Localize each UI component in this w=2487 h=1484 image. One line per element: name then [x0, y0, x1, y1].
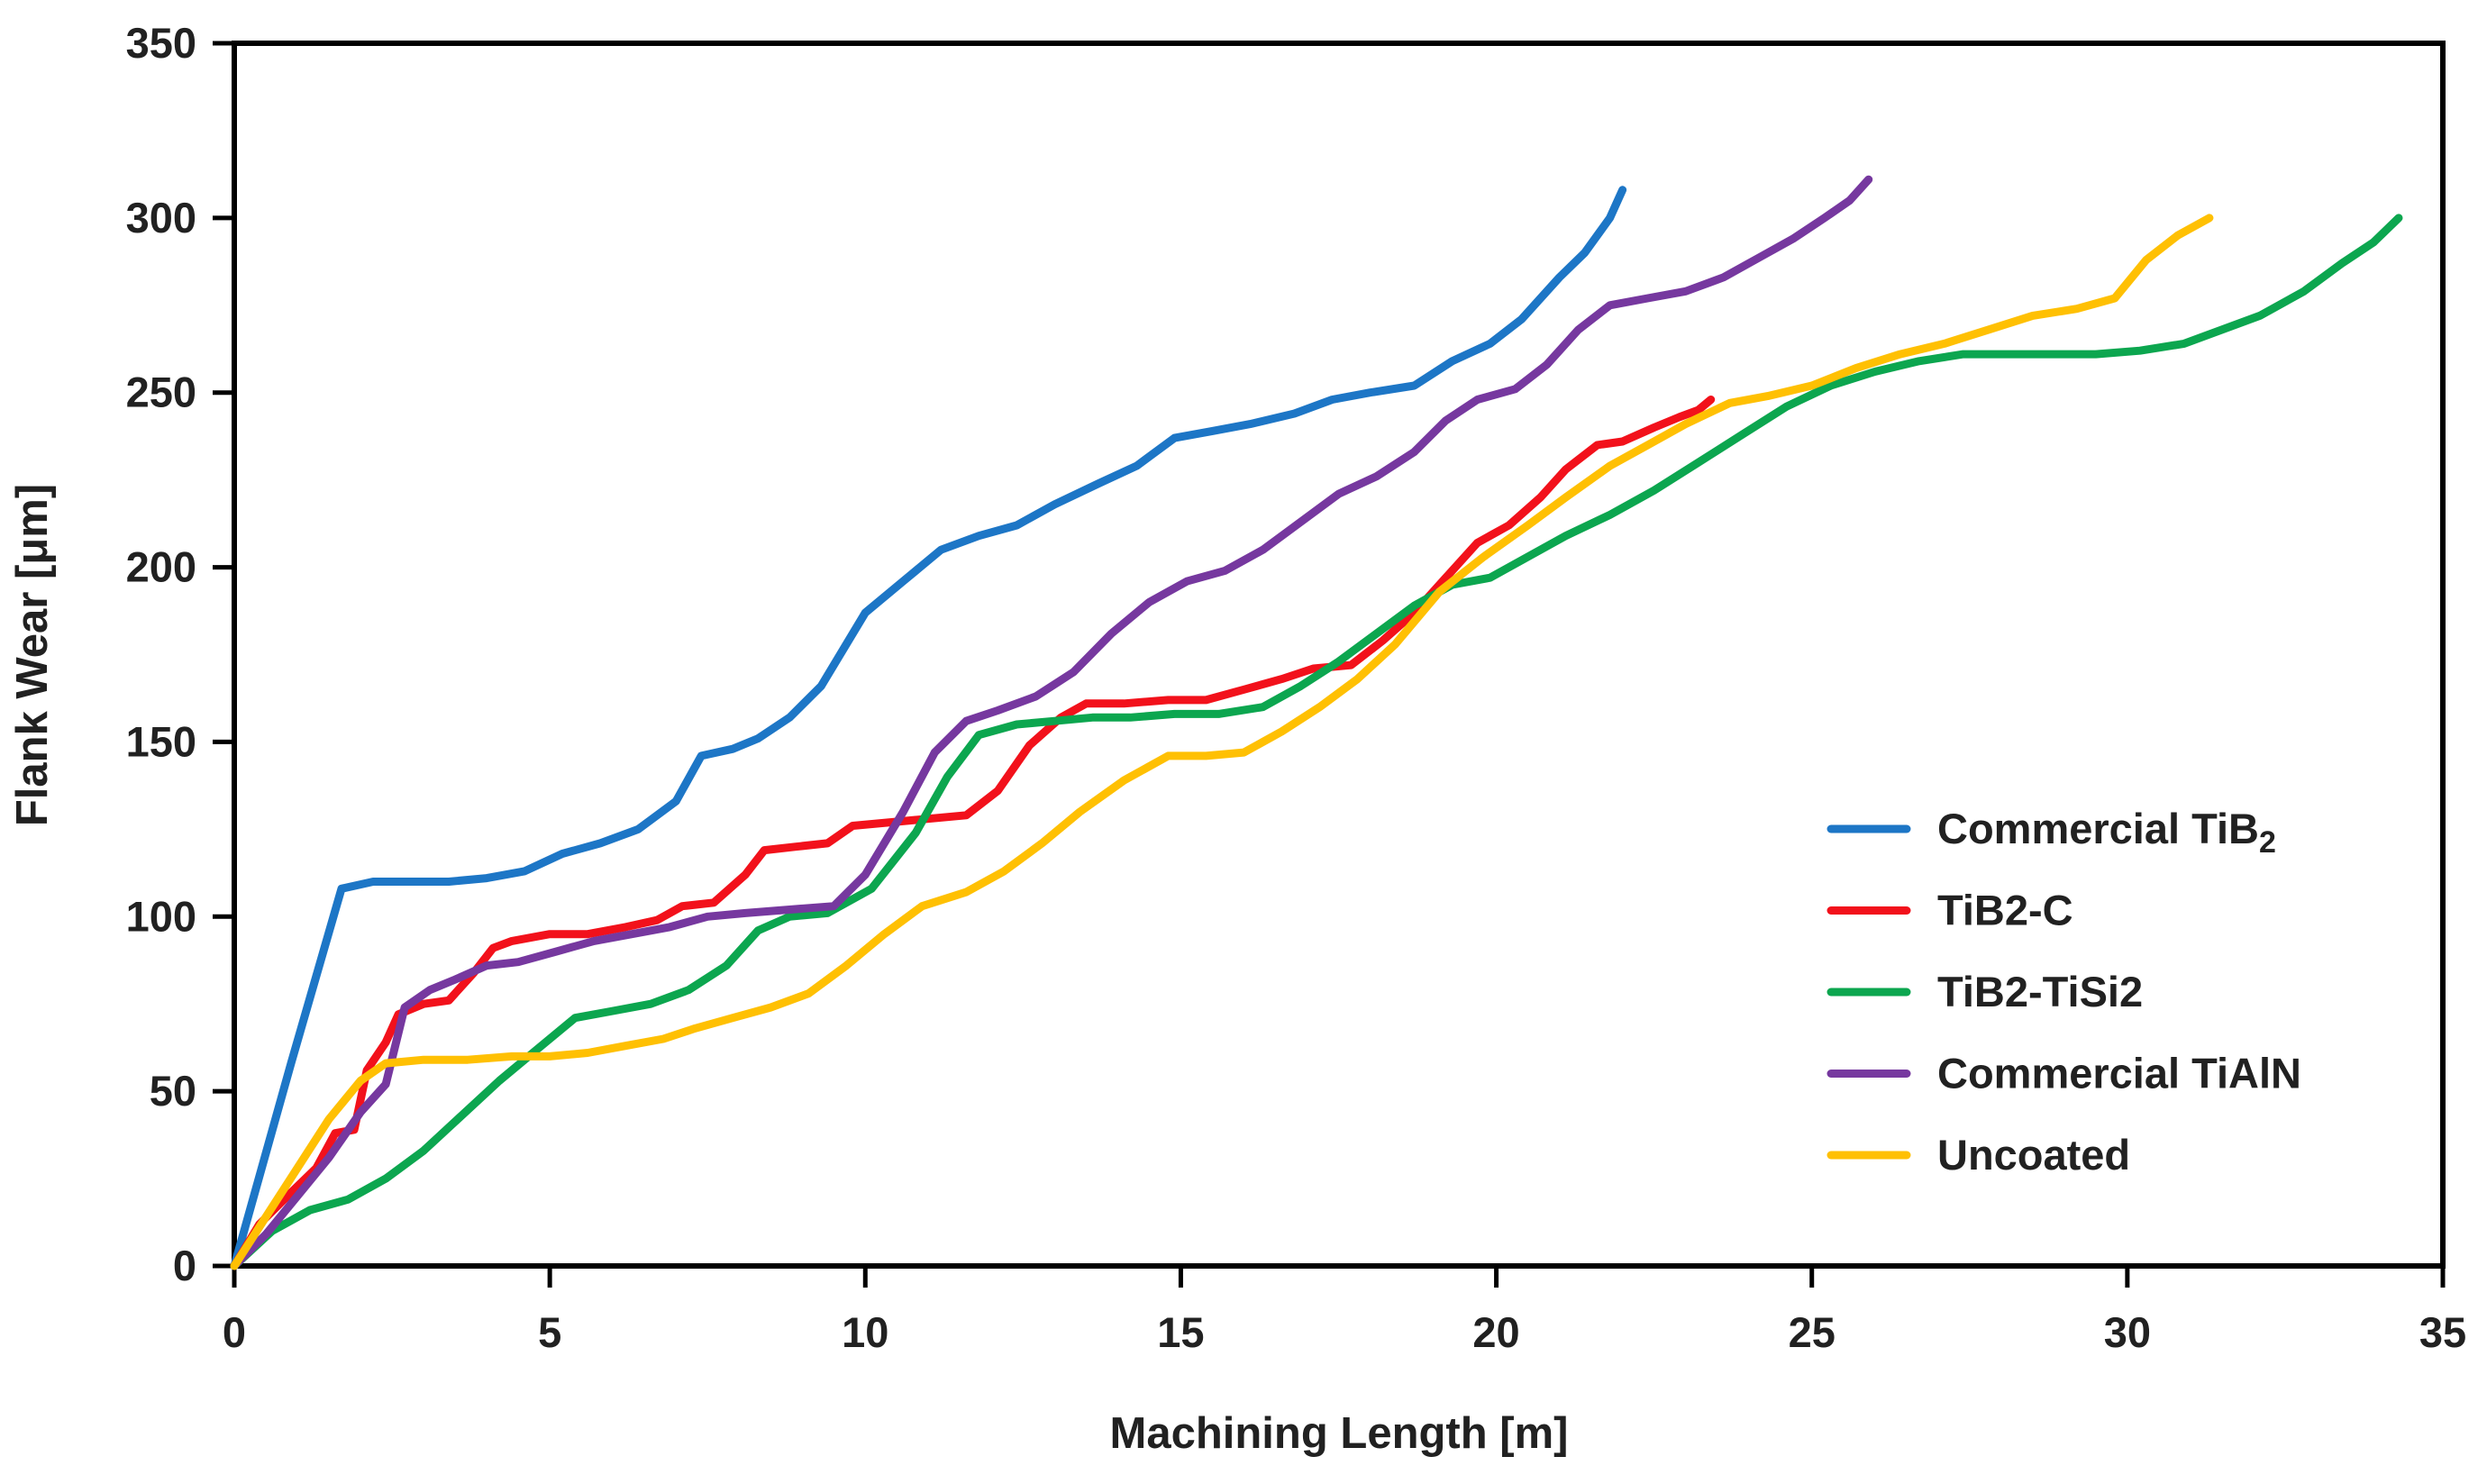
legend-item-tib2-c: TiB2-C — [1827, 887, 2073, 934]
y-tick-label: 100 — [126, 892, 196, 940]
legend-label: TiB2-TiSi2 — [1937, 968, 2143, 1015]
y-axis-title: Flank Wear [μm] — [8, 484, 57, 826]
x-axis-title: Machining Length [m] — [1110, 1409, 1569, 1458]
y-tick-label: 250 — [126, 369, 196, 416]
y-axis: 0 50 100 150 200 250 300 350 — [126, 19, 234, 1289]
series-line-commercial-tib2 — [230, 186, 1627, 1270]
x-tick-label: 10 — [842, 1308, 888, 1356]
legend-label-subscript: 2 — [2259, 825, 2276, 860]
series-line-commercial-tialn — [230, 175, 1873, 1270]
x-tick-label: 5 — [538, 1308, 561, 1356]
legend-label: Commercial TiAlN — [1937, 1050, 2301, 1097]
legend: Commercial TiB2 TiB2-C TiB2-TiSi2 Commercia… — [1827, 805, 2301, 1179]
y-tick-label: 0 — [173, 1242, 196, 1289]
y-tick-label: 150 — [126, 717, 196, 765]
legend-item-commercial-tib2: Commercial TiB2 — [1827, 805, 2276, 860]
legend-label: Commercial TiB2 — [1937, 805, 2276, 860]
series-line-uncoated — [230, 214, 2214, 1270]
series-line-tib2-tisi2 — [230, 214, 2403, 1270]
legend-label: Uncoated — [1937, 1131, 2130, 1179]
plot-border — [232, 41, 2446, 1269]
legend-item-uncoated: Uncoated — [1827, 1131, 2130, 1179]
x-tick-label: 20 — [1472, 1308, 1519, 1356]
legend-label: TiB2-C — [1937, 887, 2073, 934]
x-tick-label: 35 — [2419, 1308, 2466, 1356]
x-axis: 0 5 10 15 20 25 30 35 — [223, 1266, 2466, 1356]
x-tick-label: 15 — [1157, 1308, 1204, 1356]
legend-item-tib2-tisi2: TiB2-TiSi2 — [1827, 968, 2143, 1015]
x-tick-label: 0 — [223, 1308, 246, 1356]
y-tick-label: 50 — [150, 1067, 196, 1115]
legend-item-commercial-tialn: Commercial TiAlN — [1827, 1050, 2301, 1097]
x-tick-label: 30 — [2104, 1308, 2151, 1356]
y-tick-label: 300 — [126, 194, 196, 241]
series-lines — [230, 175, 2403, 1270]
series-line-tib2-c — [230, 396, 1716, 1270]
y-tick-label: 350 — [126, 19, 196, 67]
x-tick-label: 25 — [1789, 1308, 1836, 1356]
y-tick-label: 200 — [126, 543, 196, 591]
